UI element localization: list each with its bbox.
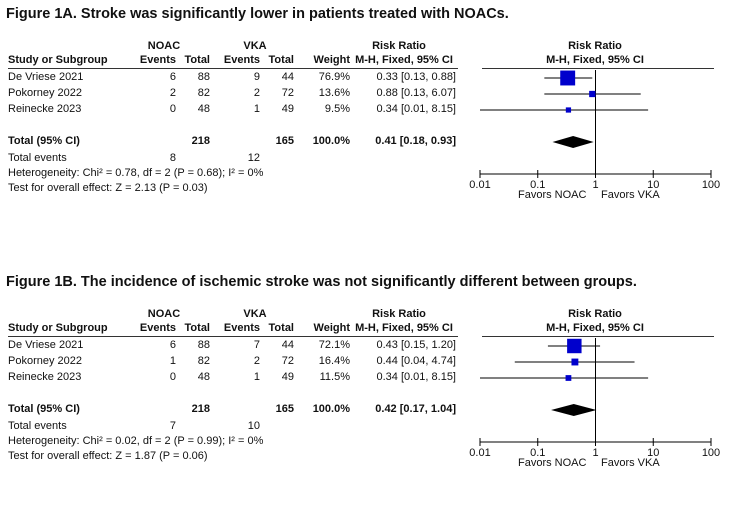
study-marker — [567, 339, 581, 353]
study-marker — [589, 91, 595, 97]
pooled-diamond — [552, 136, 593, 148]
study-marker — [566, 107, 571, 112]
x-tick-label: 0.1 — [530, 447, 545, 459]
pooled-diamond — [551, 404, 596, 416]
study-marker — [566, 375, 572, 381]
study-marker — [571, 359, 578, 366]
forest-plot-svg: 0.01 0.1 1 10 100 — [0, 0, 738, 242]
x-tick-label: 1 — [592, 447, 598, 459]
x-tick-label: 0.1 — [530, 179, 545, 191]
x-tick-label: 100 — [702, 447, 720, 459]
x-tick-label: 1 — [592, 179, 598, 191]
x-tick-label: 0.01 — [469, 447, 490, 459]
forest-plot-1a: Figure 1A. Stroke was significantly lowe… — [0, 0, 738, 242]
x-tick-label: 10 — [647, 179, 659, 191]
study-marker — [560, 71, 575, 86]
x-tick-label: 100 — [702, 179, 720, 191]
x-tick-label: 10 — [647, 447, 659, 459]
forest-plot-1b: Figure 1B. The incidence of ischemic str… — [0, 268, 738, 510]
forest-plot-svg: 0.01 0.1 1 10 100 — [0, 268, 738, 510]
x-tick-label: 0.01 — [469, 179, 490, 191]
